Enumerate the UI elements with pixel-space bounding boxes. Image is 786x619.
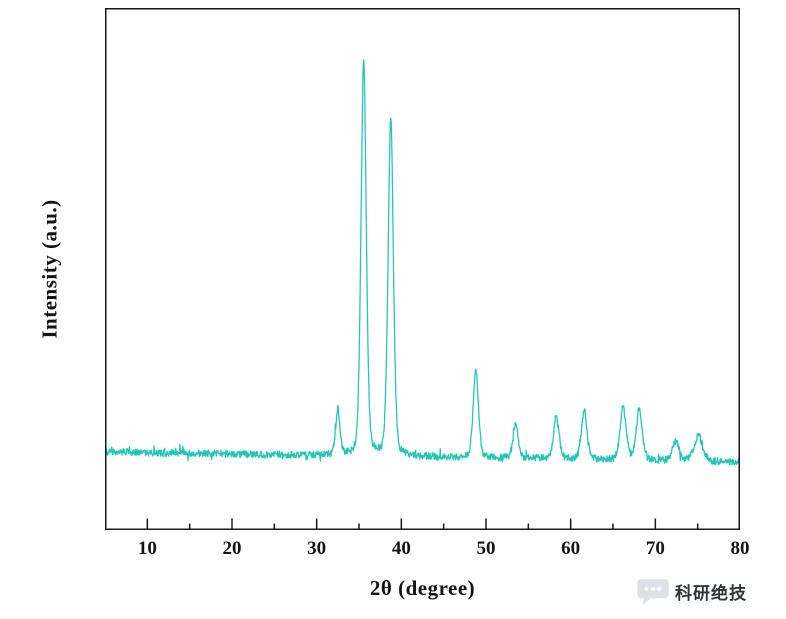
x-axis-ticks <box>105 518 740 529</box>
x-tick-label: 60 <box>561 538 581 559</box>
xrd-trace <box>105 59 740 466</box>
x-tick-label: 30 <box>307 538 327 559</box>
x-tick-labels: 10 20 30 40 50 60 70 80 <box>0 538 786 564</box>
x-tick-label: 10 <box>137 538 157 559</box>
x-tick-label: 80 <box>730 538 750 559</box>
watermark-text: 科研绝技 <box>675 584 747 603</box>
watermark: 科研绝技 <box>636 577 747 606</box>
xrd-plot-svg <box>105 8 740 530</box>
x-tick-label: 40 <box>391 538 411 559</box>
chat-bubble-icon <box>637 579 669 606</box>
y-axis-title: Intensity (a.u.) <box>37 199 62 339</box>
x-tick-label: 50 <box>476 538 496 559</box>
x-tick-label: 70 <box>645 538 665 559</box>
x-axis-title: 2θ (degree) <box>369 576 476 600</box>
plot-frame <box>105 8 740 530</box>
x-tick-label: 20 <box>222 538 242 559</box>
